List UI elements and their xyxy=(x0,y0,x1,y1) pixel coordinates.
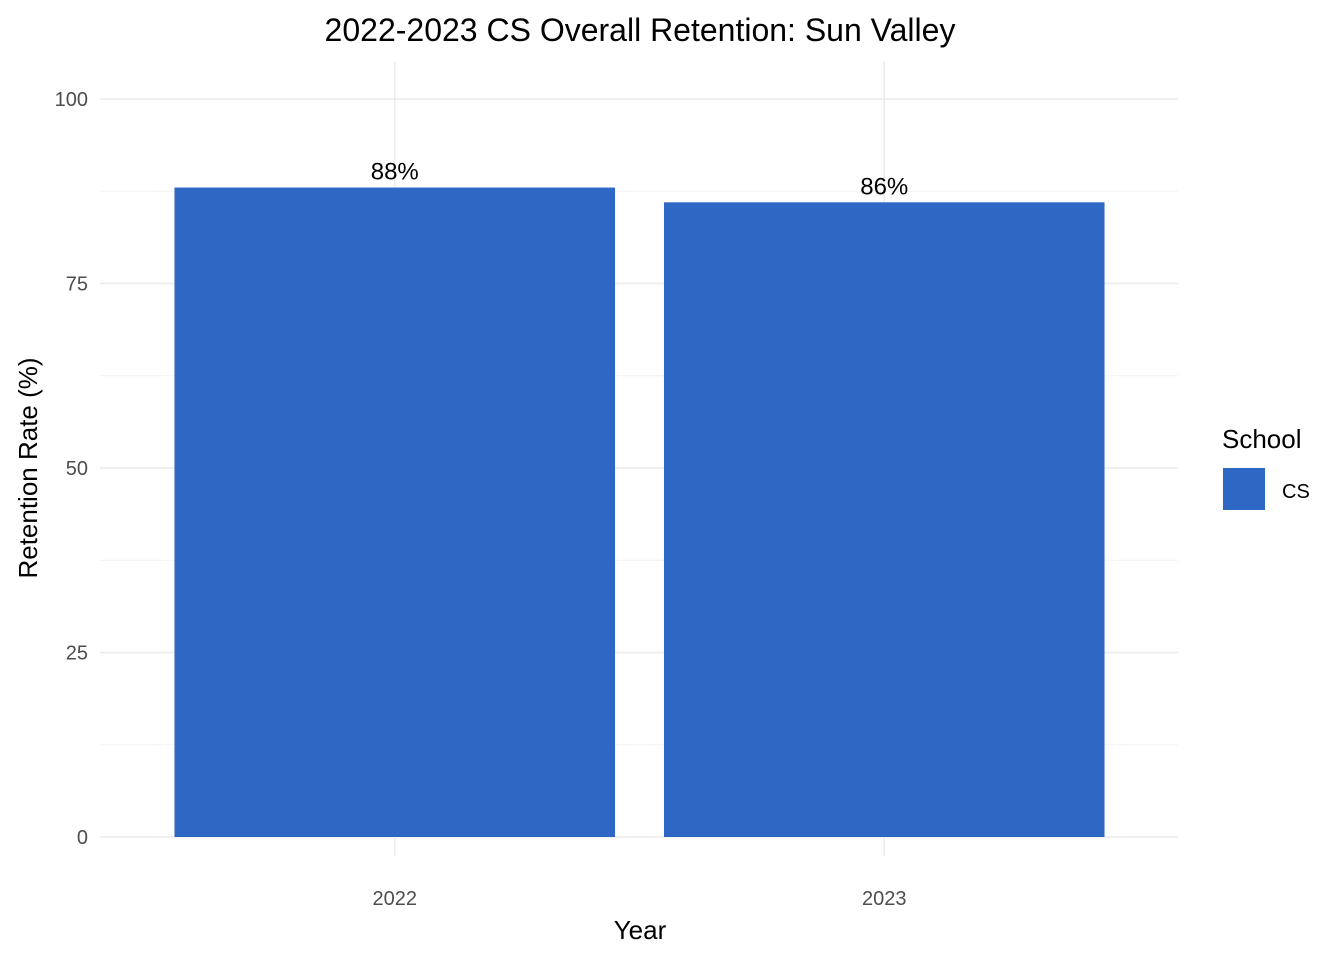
x-tick-label: 2023 xyxy=(862,888,907,910)
x-axis-ticks: 2022 2023 xyxy=(373,888,907,910)
bar-2023 xyxy=(663,202,1105,837)
chart-title: 2022-2023 CS Overall Retention: Sun Vall… xyxy=(325,12,956,48)
y-tick-label: 75 xyxy=(66,274,88,296)
y-tick-label: 100 xyxy=(55,89,88,111)
x-axis-title: Year xyxy=(614,915,667,945)
bars xyxy=(174,187,1105,837)
y-tick-label: 0 xyxy=(77,827,88,849)
y-axis-ticks: 0 25 50 75 100 xyxy=(55,89,88,849)
legend-label-cs: CS xyxy=(1282,481,1310,503)
bar-value-label: 88% xyxy=(371,159,419,186)
y-tick-label: 50 xyxy=(66,458,88,480)
bar-2022 xyxy=(174,187,616,837)
bar-value-labels: 88% 86% xyxy=(371,159,909,201)
x-tick-label: 2022 xyxy=(373,888,418,910)
y-tick-label: 25 xyxy=(66,643,88,665)
bar-value-label: 86% xyxy=(860,173,908,200)
legend: School CS xyxy=(1222,424,1310,510)
legend-key-cs xyxy=(1223,468,1265,510)
y-axis-title: Retention Rate (%) xyxy=(13,357,43,578)
legend-title: School xyxy=(1222,424,1302,454)
